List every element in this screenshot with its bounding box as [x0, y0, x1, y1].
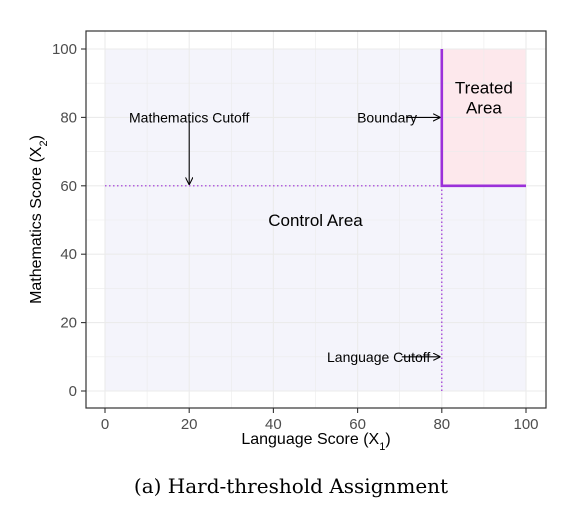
xlabel-subscript: 1	[379, 441, 385, 453]
ylabel-subscript: 2	[38, 140, 50, 146]
language-cutoff-annotation: Language Cutoff	[327, 349, 430, 365]
panel-border	[85, 30, 547, 409]
treated-area-label-line: Treated	[455, 78, 513, 97]
annotations: Control Area Treated Area Mathematics Cutof…	[129, 78, 513, 364]
y-axis-title: Mathematics Score (X2)	[28, 135, 50, 304]
y-tick-label: 40	[60, 246, 77, 263]
axes: 0 20 40 60 80 100 0 20 40 60 80 100	[52, 30, 547, 433]
y-tick-label: 60	[60, 178, 77, 195]
x-tick-label: 80	[433, 416, 450, 433]
y-tick-label: 100	[52, 41, 77, 58]
mathematics-cutoff-annotation: Mathematics Cutoff	[129, 109, 249, 125]
x-tick-label: 60	[349, 416, 366, 433]
x-axis-title: Language Score (X1)	[241, 431, 390, 453]
y-tick-label: 0	[69, 383, 77, 400]
treated-area-label: Treated Area	[455, 78, 513, 117]
x-tick-label: 0	[101, 416, 109, 433]
chart-lines	[105, 49, 526, 391]
x-tick-label: 100	[513, 416, 538, 433]
figure-caption: (a) Hard-threshold Assignment	[133, 474, 449, 498]
treated-area-label-line: Area	[466, 98, 502, 117]
control-area-label: Control Area	[268, 211, 363, 230]
x-tick-label: 20	[181, 416, 198, 433]
boundary-line	[440, 49, 526, 188]
y-tick-label: 80	[60, 109, 77, 126]
hard-threshold-chart: Control Area Treated Area Mathematics Cutof…	[28, 30, 547, 453]
boundary-annotation: Boundary	[357, 109, 417, 125]
x-tick-label: 40	[265, 416, 282, 433]
y-tick-label: 20	[60, 315, 77, 332]
